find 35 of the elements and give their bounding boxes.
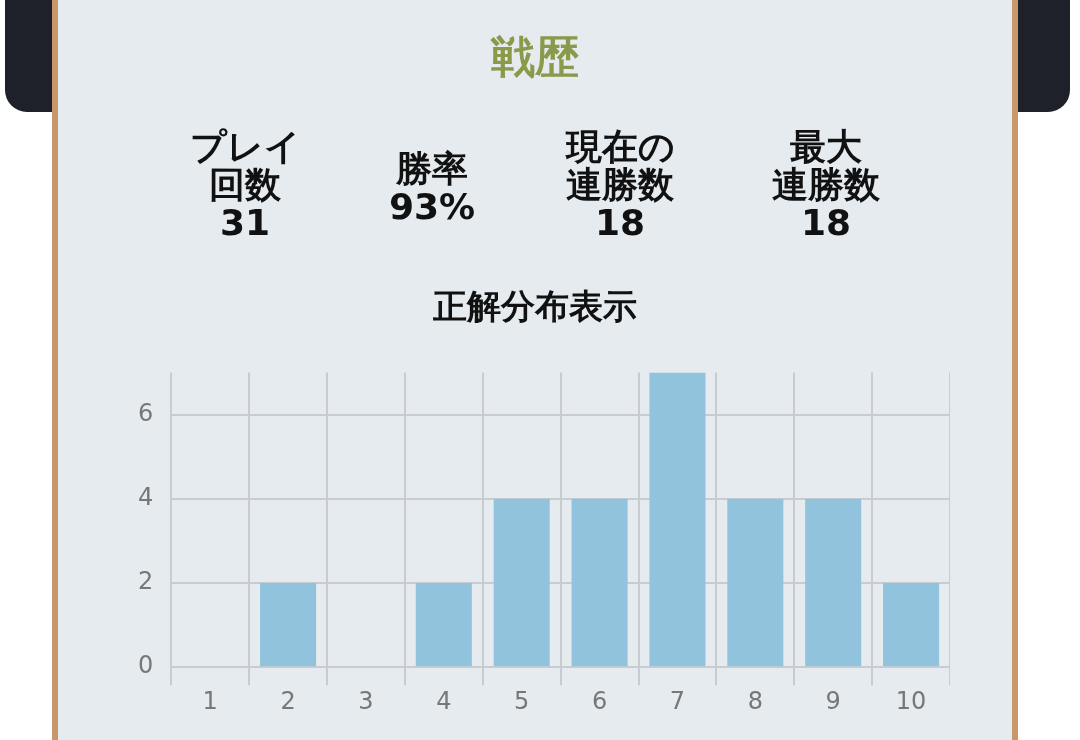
- x-tick-label: 9: [825, 686, 841, 715]
- chart-title: 戦歴: [489, 30, 580, 84]
- bar: [727, 498, 784, 667]
- x-tick-label: 2: [280, 686, 296, 715]
- x-tick-label: 3: [358, 686, 374, 715]
- text: 回数: [208, 164, 281, 205]
- text: 18: [799, 202, 852, 243]
- y-tick-label: 0: [137, 651, 154, 680]
- text: 連勝数: [771, 164, 881, 205]
- bar: [260, 582, 317, 667]
- x-tick-label: 5: [514, 686, 530, 715]
- x-tick-label: 1: [202, 686, 218, 715]
- x-tick-label: 7: [669, 686, 686, 715]
- y-tick-label: 2: [137, 567, 154, 596]
- bar: [649, 372, 706, 667]
- x-tick-label: 10: [895, 686, 927, 715]
- x-tick-label: 8: [747, 686, 763, 715]
- text: プレイ: [188, 126, 302, 167]
- bar: [571, 498, 628, 667]
- text: 18: [593, 202, 646, 243]
- text: 31: [218, 202, 271, 243]
- bar: [883, 582, 940, 667]
- y-tick-label: 6: [137, 398, 154, 427]
- bar: [415, 582, 472, 667]
- chart-subtitle: 正解分布表示: [432, 285, 638, 328]
- text: 現在の: [564, 126, 676, 167]
- text: 連勝数: [565, 164, 675, 205]
- text: 93%: [387, 186, 477, 227]
- bar: [493, 498, 550, 667]
- x-tick-label: 4: [436, 686, 452, 715]
- text: 勝率: [395, 148, 469, 189]
- x-tick-label: 6: [591, 686, 608, 715]
- bar: [805, 498, 862, 667]
- text: 最大: [790, 126, 863, 167]
- y-tick-label: 4: [137, 482, 154, 511]
